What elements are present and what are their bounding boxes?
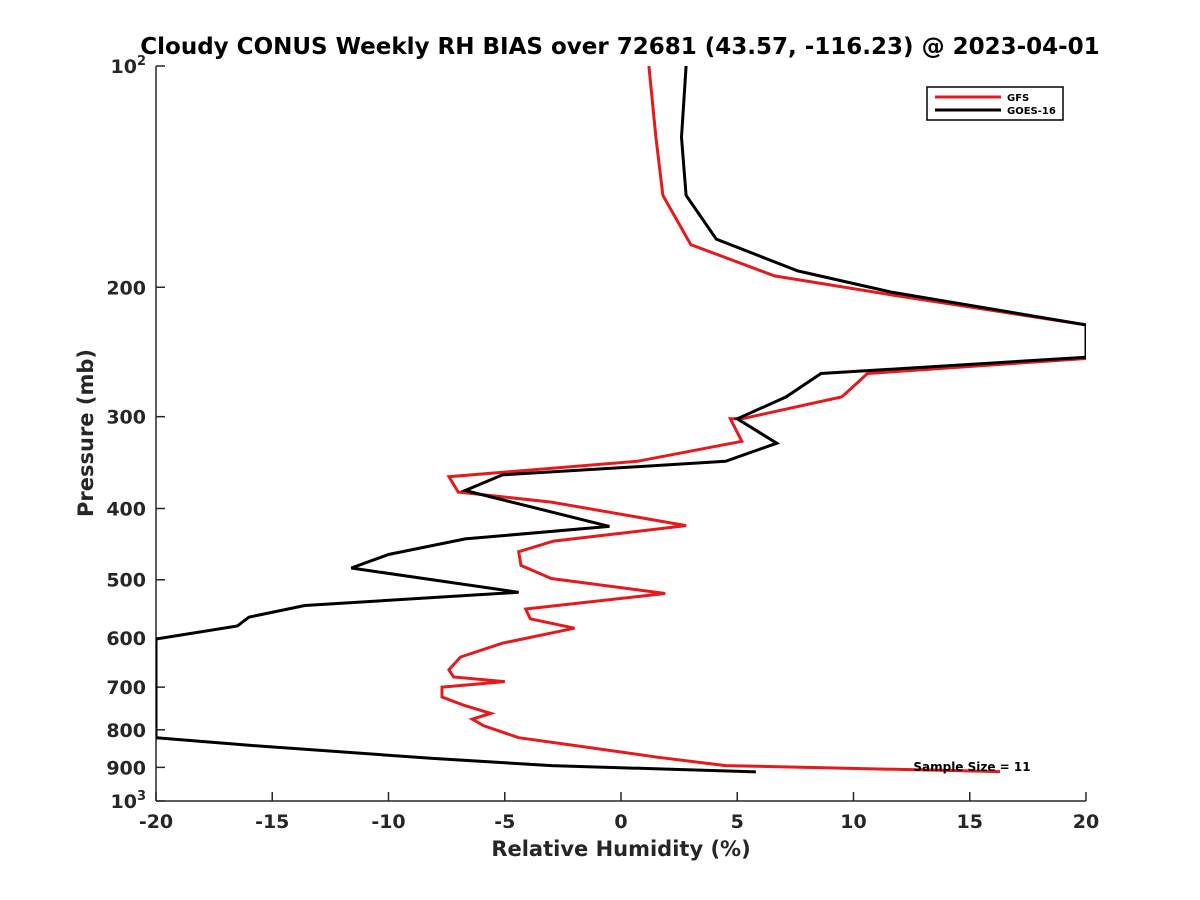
axes: -20 -15 -10 -5 0 5 10 15 20 102 200 300 400 500 600 700… bbox=[106, 54, 1099, 833]
x-tick-label: 5 bbox=[731, 811, 744, 833]
y-tick-label: 600 bbox=[106, 628, 146, 650]
y-tick-label: 103 bbox=[111, 789, 147, 813]
x-tick-label: 20 bbox=[1073, 811, 1099, 833]
y-tick-label: 102 bbox=[111, 54, 147, 78]
legend-frame bbox=[926, 86, 1064, 121]
x-tick-label: 15 bbox=[957, 811, 983, 833]
x-tick-label: -20 bbox=[139, 811, 173, 833]
series-line-goes-16 bbox=[156, 66, 1086, 774]
legend-label: GFS bbox=[1007, 93, 1029, 104]
legend-label: GOES-16 bbox=[1007, 106, 1056, 117]
y-axis-label: Pressure (mb) bbox=[74, 349, 98, 517]
y-tick-label: 300 bbox=[106, 407, 146, 429]
y-tick-label: 200 bbox=[106, 277, 146, 299]
x-tick-label: 10 bbox=[840, 811, 866, 833]
x-tick-label: -5 bbox=[494, 811, 515, 833]
series-line-gfs bbox=[440, 66, 1086, 774]
chart-title: Cloudy CONUS Weekly RH BIAS over 72681 (… bbox=[140, 34, 1099, 60]
x-tick-label: 0 bbox=[614, 811, 627, 833]
series-layer bbox=[156, 66, 1086, 774]
x-axis-label: Relative Humidity (%) bbox=[491, 837, 750, 861]
x-tick-label: -15 bbox=[255, 811, 289, 833]
sample-size-annotation: Sample Size = 11 bbox=[913, 760, 1030, 774]
legend: GFS GOES-16 bbox=[926, 86, 1064, 121]
y-tick-label: 900 bbox=[106, 757, 146, 779]
x-tick-label: -10 bbox=[371, 811, 405, 833]
y-tick-label: 800 bbox=[106, 720, 146, 742]
y-tick-label: 500 bbox=[106, 570, 146, 592]
plot-area bbox=[156, 66, 1086, 801]
y-tick-label: 700 bbox=[106, 677, 146, 699]
y-tick-label: 400 bbox=[106, 499, 146, 521]
